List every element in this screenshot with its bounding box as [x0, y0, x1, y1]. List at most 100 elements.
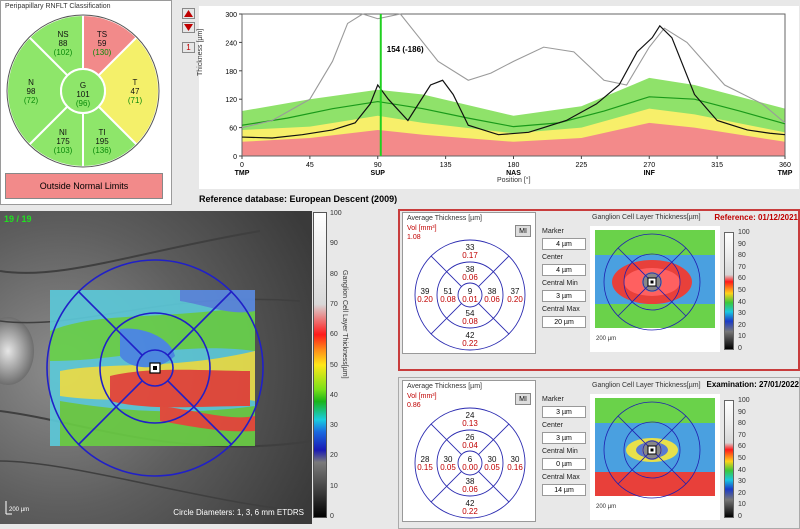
center-label: Center — [542, 422, 564, 429]
small-colorbar-tick: 40 — [738, 298, 746, 306]
triangle-down-icon — [184, 24, 193, 31]
volume-label: Vol [mm³] — [407, 393, 437, 400]
thickness-graph-panel: 300 240 180 120 60 0 0 45 90 135 180 225 270 315 360 TM… — [197, 6, 799, 189]
circle-diameters-caption: Circle Diameters: 1, 3, 6 mm ETDRS — [173, 508, 304, 517]
sector-ns-name: NS — [57, 30, 68, 39]
average-thickness-title: Average Thickness [µm] — [407, 383, 482, 390]
small-colorbar-tick: 10 — [738, 333, 746, 341]
colorbar-tick: 80 — [330, 270, 338, 278]
grid-left-volume: 0.15 — [417, 463, 433, 472]
etdrs-thickness-grid[interactable]: 240.13260.04280.15300.0560.00300.05300.1… — [403, 381, 537, 523]
sector-n-value: 98 — [27, 87, 36, 96]
grid-inner_top-volume: 0.06 — [462, 273, 478, 282]
colorbar-tick: 40 — [330, 391, 338, 399]
volume-value: 0.86 — [407, 402, 421, 409]
grid-center-volume: 0.01 — [462, 295, 478, 304]
grid-inner_left-thickness: 30 — [444, 455, 453, 464]
grid-right-volume: 0.20 — [507, 295, 523, 304]
sector-ts-ref: (130) — [93, 48, 112, 57]
x-region-label: TMP — [778, 170, 793, 177]
grid-top-thickness: 33 — [466, 243, 475, 252]
grid-center-volume: 0.00 — [462, 463, 478, 472]
grid-center-thickness: 6 — [468, 455, 473, 464]
sector-g[interactable] — [60, 68, 106, 114]
small-colorbar-tick: 50 — [738, 455, 746, 462]
etdrs-thickness-grid[interactable]: 330.17380.06390.20510.0890.01380.06370.2… — [403, 213, 537, 355]
scroll-up-button[interactable] — [182, 8, 195, 19]
sector-ns-value: 88 — [59, 39, 68, 48]
reference-database-label: Reference database: European Descent (20… — [199, 194, 398, 204]
mi-button[interactable]: MI — [515, 225, 531, 237]
fundus-image-panel[interactable]: 19 / 19 200 µm Circle Diameters: 1, 3, 6… — [0, 211, 312, 524]
sector-ti-ref: (136) — [93, 146, 112, 155]
gcl-map-title: Ganglion Cell Layer Thickness[µm] — [592, 214, 701, 221]
cmax-label: Central Max — [542, 474, 580, 481]
colorbar-tick: 90 — [330, 240, 338, 248]
grid-inner_right-volume: 0.06 — [484, 295, 500, 304]
grid-right-thickness: 37 — [511, 287, 520, 296]
reference-average-thickness-box: Average Thickness [µm] MI Vol [mm³] 1.08 33 0… — [402, 212, 536, 354]
small-colorbar-tick: 80 — [738, 252, 746, 260]
small-colorbar-tick: 70 — [738, 263, 746, 271]
colorbar-tick: 70 — [330, 300, 338, 308]
grid-top-volume: 0.17 — [462, 251, 478, 260]
page-label: 1 — [186, 43, 191, 52]
sector-n-name: N — [28, 78, 34, 87]
grid-inner_bottom-volume: 0.06 — [462, 485, 478, 494]
grid-inner_bottom-thickness: 38 — [466, 477, 475, 486]
colorbar-tick: 60 — [330, 331, 338, 339]
gcl-colorbar — [313, 212, 327, 518]
grid-inner_top-volume: 0.04 — [462, 441, 478, 450]
map-scale-label: 200 µm — [596, 504, 617, 510]
x-tick-label: 0 — [240, 162, 244, 169]
grid-right-volume: 0.16 — [507, 463, 523, 472]
grid-left-thickness: 28 — [421, 455, 430, 464]
reference-header: Reference: 01/12/2021 — [714, 213, 798, 222]
sector-g-value: 101 — [76, 90, 90, 99]
grid-inner_left-volume: 0.08 — [440, 295, 456, 304]
small-colorbar-tick: 60 — [738, 275, 746, 283]
rnfl-panel-title: Peripapillary RNFLT Classification — [5, 3, 111, 10]
mi-button[interactable]: MI — [515, 393, 531, 405]
gcl-thickness-map[interactable]: 200 µm — [590, 226, 720, 352]
marker-label: Marker — [542, 396, 564, 403]
center-value: 3 µm — [542, 432, 586, 444]
volume-value: 1.08 — [407, 234, 421, 241]
small-colorbar-tick: 90 — [738, 240, 746, 248]
reference-thickness-line — [241, 13, 786, 129]
sector-ti-value: 195 — [95, 137, 109, 146]
x-tick-label: 180 — [508, 162, 520, 169]
examination-header: Examination: 27/01/2022 — [706, 380, 800, 389]
fundus-scale-label: 200 µm — [9, 507, 30, 513]
cmin-label: Central Min — [542, 448, 578, 455]
grid-inner_left-volume: 0.05 — [440, 463, 456, 472]
small-colorbar-tick: 20 — [738, 321, 746, 329]
marker-value: 3 µm — [542, 406, 586, 418]
gcl-colorbar-title: Ganglion Cell Layer Thickness[µm] — [341, 270, 348, 379]
cmax-value: 14 µm — [542, 484, 586, 496]
scroll-down-button[interactable] — [182, 22, 195, 33]
grid-bottom-thickness: 42 — [466, 499, 475, 508]
small-colorbar-tick: 70 — [738, 431, 746, 439]
cmin-value: 0 µm — [542, 458, 586, 470]
grid-bottom-volume: 0.22 — [462, 507, 478, 516]
page-button[interactable]: 1 — [182, 42, 195, 53]
grid-inner_right-volume: 0.05 — [484, 463, 500, 472]
gcl-thickness-overlay — [50, 290, 255, 446]
colorbar-tick: 30 — [330, 422, 338, 430]
x-region-label: SUP — [371, 170, 386, 177]
cmax-value: 20 µm — [542, 316, 586, 328]
grid-inner_bottom-volume: 0.08 — [462, 317, 478, 326]
sector-n-ref: (72) — [24, 96, 39, 105]
sector-ti-name: TI — [98, 128, 105, 137]
gcl-thickness-map[interactable]: 200 µm — [590, 394, 720, 520]
x-tick-label: 135 — [440, 162, 452, 169]
small-colorbar-tick: 60 — [738, 443, 746, 451]
colorbar-tick: 10 — [330, 482, 338, 490]
cmax-label: Central Max — [542, 306, 580, 313]
x-tick-label: 315 — [711, 162, 723, 169]
sector-g-name: G — [80, 81, 86, 90]
position-axis-label: Position [°] — [497, 177, 531, 184]
